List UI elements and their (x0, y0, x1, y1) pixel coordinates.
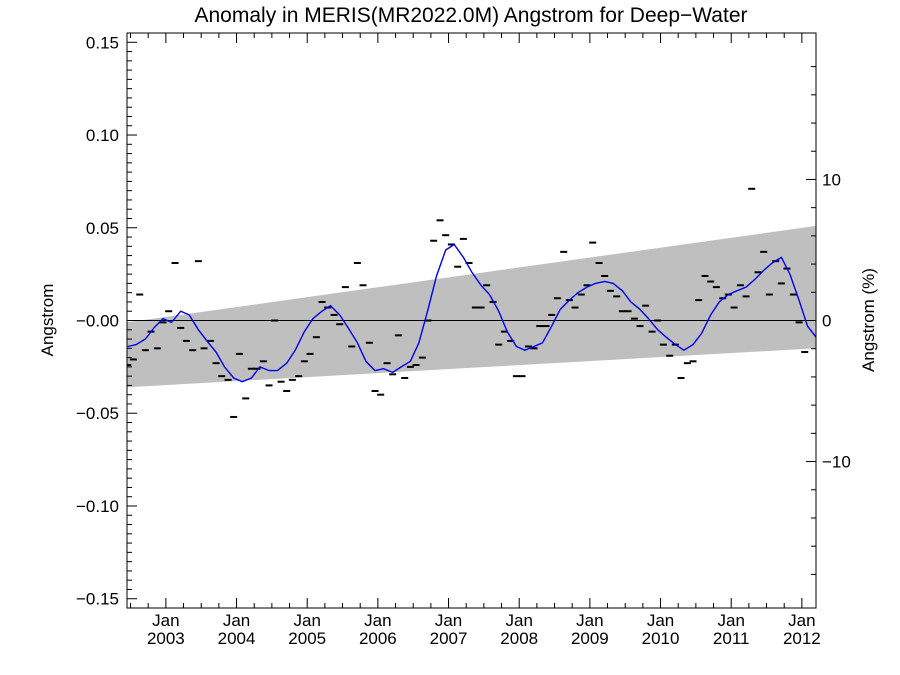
chart-title: Anomaly in MERIS(MR2022.0M) Angstrom for… (194, 4, 747, 27)
x-tick-label-month: Jan (576, 611, 603, 630)
x-tick-label-month: Jan (223, 611, 250, 630)
smoothed-series-line (127, 243, 816, 383)
y2-tick-label: −10 (822, 453, 851, 472)
y-tick-label: −0.10 (76, 497, 119, 516)
x-tick-label-month: Jan (152, 611, 179, 630)
x-tick-label-month: Jan (364, 611, 391, 630)
x-tick-label-year: 2010 (642, 629, 680, 648)
x-tick-label-year: 2011 (713, 629, 750, 648)
y-tick-label: 0.10 (86, 126, 119, 145)
x-tick-label-year: 2003 (147, 629, 185, 648)
x-tick-label-year: 2007 (430, 629, 468, 648)
axes: 0.15 0.10 0.05 −0.00 −0.05 −0.10 −0.15 10 0 −10 Ja… (76, 32, 851, 648)
x-tick-label-year: 2006 (359, 629, 397, 648)
x-tick-label-month: Jan (647, 611, 674, 630)
trend-band (127, 225, 816, 388)
x-tick-label-year: 2004 (218, 629, 256, 648)
x-tick-label-month: Jan (293, 611, 320, 630)
x-tick-label-year: 2008 (500, 629, 538, 648)
y-tick-label: 0.15 (86, 33, 119, 52)
y-tick-label: −0.00 (76, 312, 119, 331)
x-tick-label-month: Jan (788, 611, 815, 630)
x-tick-label-month: Jan (717, 611, 744, 630)
x-tick-label-year: 2009 (571, 629, 609, 648)
x-tick-label-year: 2012 (783, 629, 821, 648)
y2-axis-label: Angstrom (%) (859, 268, 878, 372)
y-tick-label: −0.05 (76, 404, 119, 423)
x-tick-label-month: Jan (435, 611, 462, 630)
y2-tick-label: 0 (822, 312, 831, 331)
y-tick-label: −0.15 (76, 590, 119, 609)
y-axis-label: Angstrom (38, 284, 57, 357)
x-tick-label-year: 2005 (288, 629, 326, 648)
y2-tick-label: 10 (822, 170, 841, 189)
plot-area (127, 187, 816, 418)
x-tick-label-month: Jan (505, 611, 532, 630)
y-tick-label: 0.05 (86, 219, 119, 238)
